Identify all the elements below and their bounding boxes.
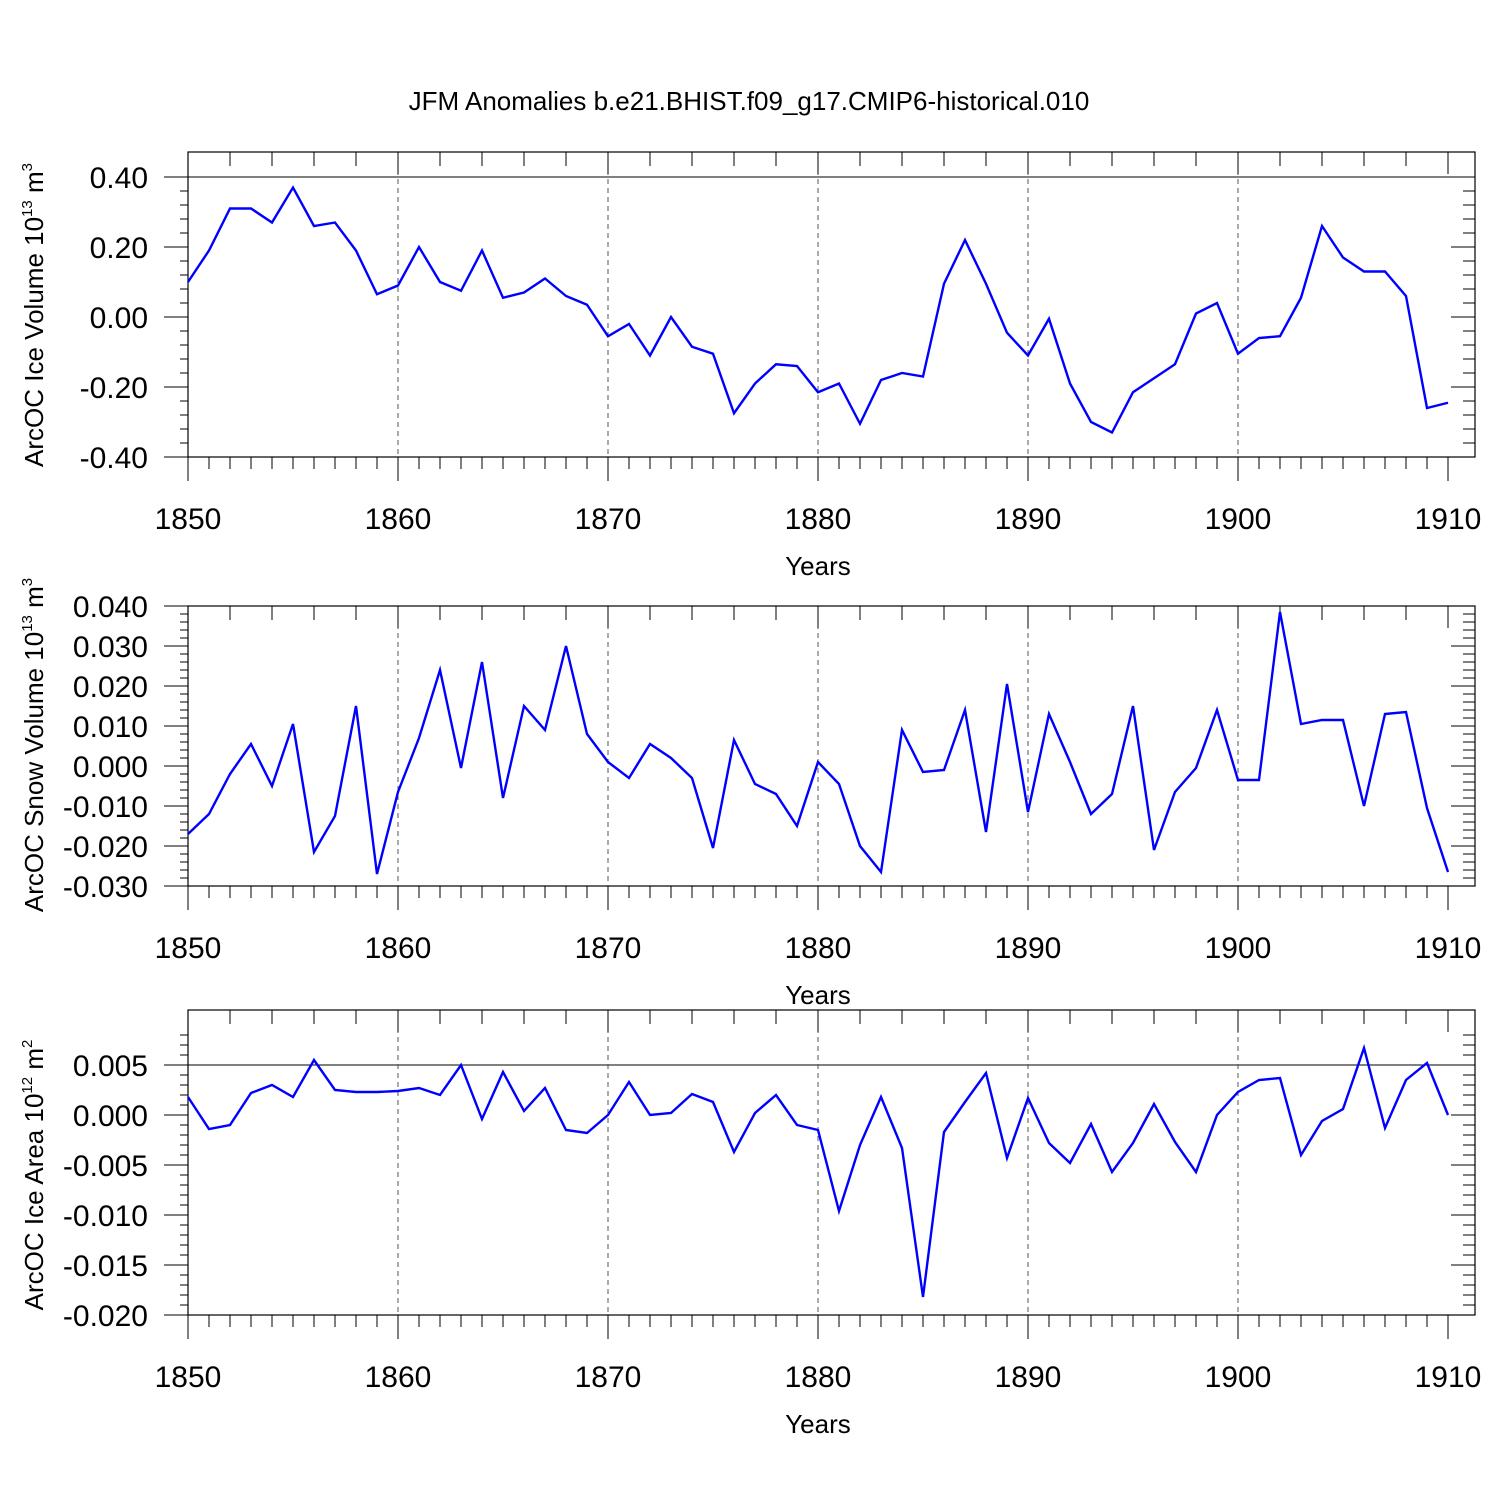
- x-tick-label: 1870: [575, 503, 642, 536]
- plot-frame: [187, 151, 1476, 458]
- x-tick-label: 1860: [365, 503, 432, 536]
- x-tick-label: 1850: [155, 503, 222, 536]
- x-tick-label: 1890: [995, 1361, 1062, 1394]
- y-axis-label-text: ArcOC Snow Volume 10: [19, 632, 49, 912]
- y-axis-label-unit: m: [19, 1048, 49, 1077]
- y-tick-label: -0.20: [80, 372, 148, 405]
- y-tick-label: -0.010: [63, 791, 148, 824]
- y-tick-label: 0.000: [73, 751, 148, 784]
- y-axis-label-unit: m: [19, 171, 49, 200]
- chart-panel-1: -0.40 -0.20 0.00 0.20 0.40 1850 1860 1870 1880 18…: [19, 151, 1482, 581]
- x-tick-label: 1900: [1205, 503, 1272, 536]
- plot-frame: [187, 1009, 1476, 1316]
- x-axis-label: Years: [785, 551, 851, 581]
- x-tick-label: 1860: [365, 1361, 432, 1394]
- y-tick-label: 0.000: [73, 1100, 148, 1133]
- x-tick-label: 1850: [155, 1361, 222, 1394]
- panels: -0.40 -0.20 0.00 0.20 0.40 1850 1860 1870 1880 18…: [19, 151, 1482, 1439]
- y-axis-label-text: ArcOC Ice Volume 10: [19, 217, 49, 467]
- x-tick-label: 1880: [785, 1361, 852, 1394]
- y-axis-label-unit: m: [19, 586, 49, 615]
- x-tick-label: 1870: [575, 932, 642, 965]
- x-axis-label: Years: [785, 980, 851, 1010]
- figure-title: JFM Anomalies b.e21.BHIST.f09_g17.CMIP6-…: [409, 86, 1090, 116]
- x-tick-label: 1890: [995, 932, 1062, 965]
- chart-panel-2: -0.030 -0.020 -0.010 0.000 0.010 0.020 0.030 0.…: [19, 578, 1481, 1010]
- x-tick-label: 1880: [785, 503, 852, 536]
- y-tick-label: 0.20: [90, 232, 148, 265]
- y-tick-label: -0.030: [63, 871, 148, 904]
- x-tick-label: 1910: [1415, 503, 1482, 536]
- x-tick-label: 1860: [365, 932, 432, 965]
- y-axis-label-exponent: 12: [19, 1077, 36, 1094]
- x-tick-label: 1890: [995, 503, 1062, 536]
- y-axis-label-unit-exponent: 3: [19, 163, 36, 171]
- y-tick-label: -0.010: [63, 1200, 148, 1233]
- y-tick-label: -0.005: [63, 1150, 148, 1183]
- x-tick-label: 1910: [1415, 1361, 1482, 1394]
- y-axis-label: ArcOC Snow Volume 1013 m3: [19, 578, 49, 912]
- x-tick-label: 1910: [1415, 932, 1482, 965]
- x-tick-label: 1850: [155, 932, 222, 965]
- y-axis-label-exponent: 13: [19, 615, 36, 632]
- chart-panel-3: -0.020 -0.015 -0.010 -0.005 0.000 0.005 1850 18…: [19, 1009, 1482, 1439]
- y-axis-label: ArcOC Ice Volume 1013 m3: [19, 163, 49, 467]
- x-axis-label: Years: [785, 1409, 851, 1439]
- y-axis-label-exponent: 13: [19, 200, 36, 217]
- y-tick-label: 0.005: [73, 1050, 148, 1083]
- x-tick-label: 1900: [1205, 932, 1272, 965]
- y-tick-label: 0.40: [90, 162, 148, 195]
- y-tick-label: 0.030: [73, 631, 148, 664]
- x-tick-label: 1870: [575, 1361, 642, 1394]
- y-tick-label: -0.020: [63, 831, 148, 864]
- x-tick-label: 1880: [785, 932, 852, 965]
- y-tick-label: 0.00: [90, 302, 148, 335]
- y-tick-label: -0.020: [63, 1300, 148, 1333]
- y-tick-label: -0.015: [63, 1250, 148, 1283]
- y-tick-label: 0.020: [73, 671, 148, 704]
- y-axis-label: ArcOC Ice Area 1012 m2: [19, 1040, 49, 1311]
- y-axis-label-text: ArcOC Ice Area 10: [19, 1094, 49, 1311]
- y-axis-label-unit-exponent: 3: [19, 578, 36, 586]
- y-tick-label: -0.40: [80, 442, 148, 475]
- y-axis-label-unit-exponent: 2: [19, 1040, 36, 1048]
- x-tick-label: 1900: [1205, 1361, 1272, 1394]
- y-tick-label: 0.040: [73, 591, 148, 624]
- y-tick-label: 0.010: [73, 711, 148, 744]
